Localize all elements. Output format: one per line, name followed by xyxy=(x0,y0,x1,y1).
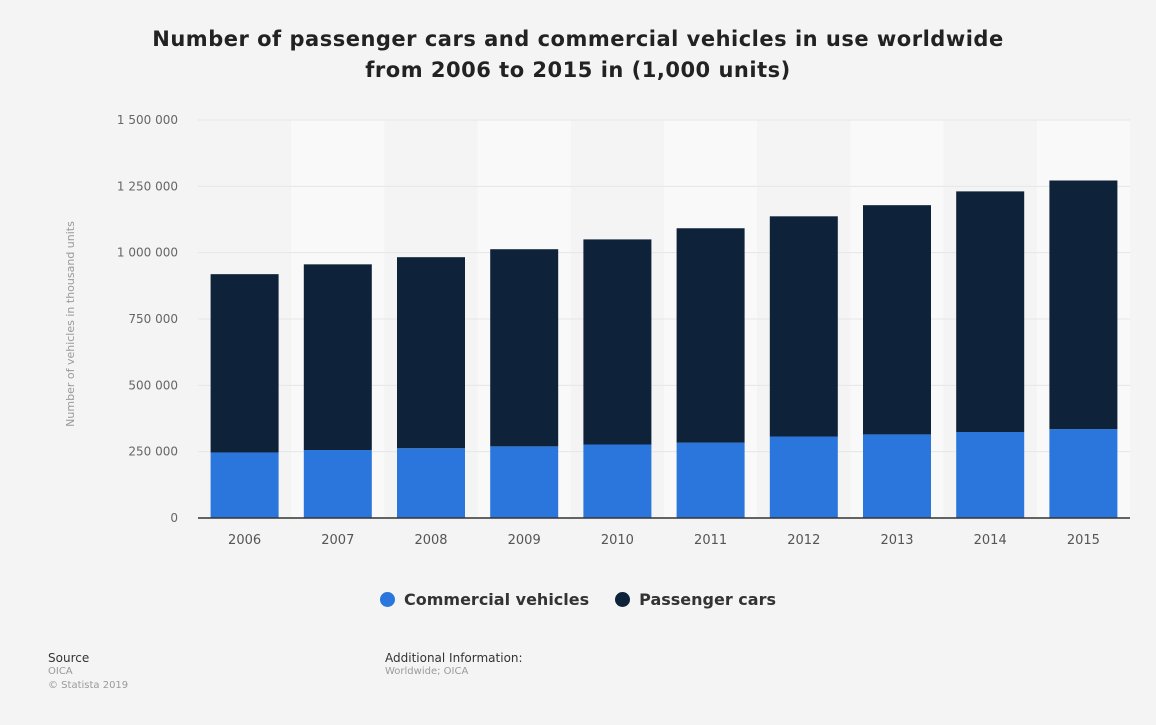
x-tick-label: 2010 xyxy=(601,533,634,548)
x-tick-label: 2006 xyxy=(228,533,261,548)
bar-passenger-cars[interactable] xyxy=(397,257,465,449)
x-tick-label: 2007 xyxy=(321,533,354,548)
bar-commercial-vehicles[interactable] xyxy=(956,432,1025,518)
additional-info-line: Worldwide; OICA xyxy=(385,666,469,677)
copyright-line: © Statista 2019 xyxy=(48,680,129,691)
bar-passenger-cars[interactable] xyxy=(956,191,1025,433)
bar-commercial-vehicles[interactable] xyxy=(583,444,652,518)
bars xyxy=(210,180,1118,518)
bar-commercial-vehicles[interactable] xyxy=(676,442,745,518)
legend-item-passenger[interactable]: Passenger cars xyxy=(615,590,776,609)
y-tick-label: 1 250 000 xyxy=(117,179,178,193)
chart-title-line-1: Number of passenger cars and commercial … xyxy=(152,27,1004,51)
bar-passenger-cars[interactable] xyxy=(676,228,745,443)
y-axis-label: Number of vehicles in thousand units xyxy=(64,221,77,427)
legend-dot-commercial xyxy=(380,592,395,607)
bar-commercial-vehicles[interactable] xyxy=(303,450,372,518)
y-tick-label: 750 000 xyxy=(128,312,178,326)
source-heading: Source xyxy=(48,651,90,665)
x-tick-label: 2012 xyxy=(787,533,820,548)
legend-label-passenger: Passenger cars xyxy=(639,590,776,609)
x-tick-label: 2008 xyxy=(414,533,447,548)
chart-title: Number of passenger cars and commercial … xyxy=(0,24,1156,86)
source-block: Source OICA © Statista 2019 xyxy=(48,651,128,693)
legend-dot-passenger xyxy=(615,592,631,607)
chart-title-line-2: from 2006 to 2015 in (1,000 units) xyxy=(365,58,791,82)
y-tick-label: 250 000 xyxy=(128,445,178,459)
x-tick-label: 2011 xyxy=(694,533,727,548)
bar-passenger-cars[interactable] xyxy=(583,239,652,445)
bar-commercial-vehicles[interactable] xyxy=(1049,429,1118,518)
stacked-bar-chart: 0 250 000 500 000 750 000 1 000 000 1 250 000… xyxy=(64,113,1130,548)
y-tick-label: 0 xyxy=(170,511,178,525)
legend-item-commercial[interactable]: Commercial vehicles xyxy=(380,590,589,609)
bar-passenger-cars[interactable] xyxy=(863,205,931,435)
y-tick-label: 1 000 000 xyxy=(117,246,178,260)
legend: Commercial vehicles Passenger cars xyxy=(0,590,1156,609)
x-tick-labels: 2006 2007 2008 2009 2010 2011 2012 2013 2014 2015 xyxy=(228,533,1100,548)
y-tick-labels: 0 250 000 500 000 750 000 1 000 000 1 250 000… xyxy=(117,113,178,525)
additional-info-block: Additional Information: Worldwide; OICA xyxy=(385,651,523,679)
additional-info-heading: Additional Information: xyxy=(385,651,523,665)
x-tick-label: 2014 xyxy=(974,533,1007,548)
bar-commercial-vehicles[interactable] xyxy=(397,448,465,518)
bar-commercial-vehicles[interactable] xyxy=(210,452,279,518)
bar-commercial-vehicles[interactable] xyxy=(769,436,838,518)
x-tick-label: 2015 xyxy=(1067,533,1100,548)
bar-passenger-cars[interactable] xyxy=(490,249,559,447)
x-tick-label: 2013 xyxy=(880,533,913,548)
x-tick-label: 2009 xyxy=(508,533,541,548)
bar-passenger-cars[interactable] xyxy=(1049,180,1118,430)
legend-label-commercial: Commercial vehicles xyxy=(404,590,590,609)
bar-commercial-vehicles[interactable] xyxy=(490,446,559,518)
bar-passenger-cars[interactable] xyxy=(210,274,279,453)
y-tick-label: 1 500 000 xyxy=(117,113,178,127)
source-line: OICA xyxy=(48,666,73,677)
bar-passenger-cars[interactable] xyxy=(303,264,372,451)
y-tick-label: 500 000 xyxy=(128,378,178,392)
bar-commercial-vehicles[interactable] xyxy=(863,434,931,518)
bar-passenger-cars[interactable] xyxy=(769,216,838,437)
